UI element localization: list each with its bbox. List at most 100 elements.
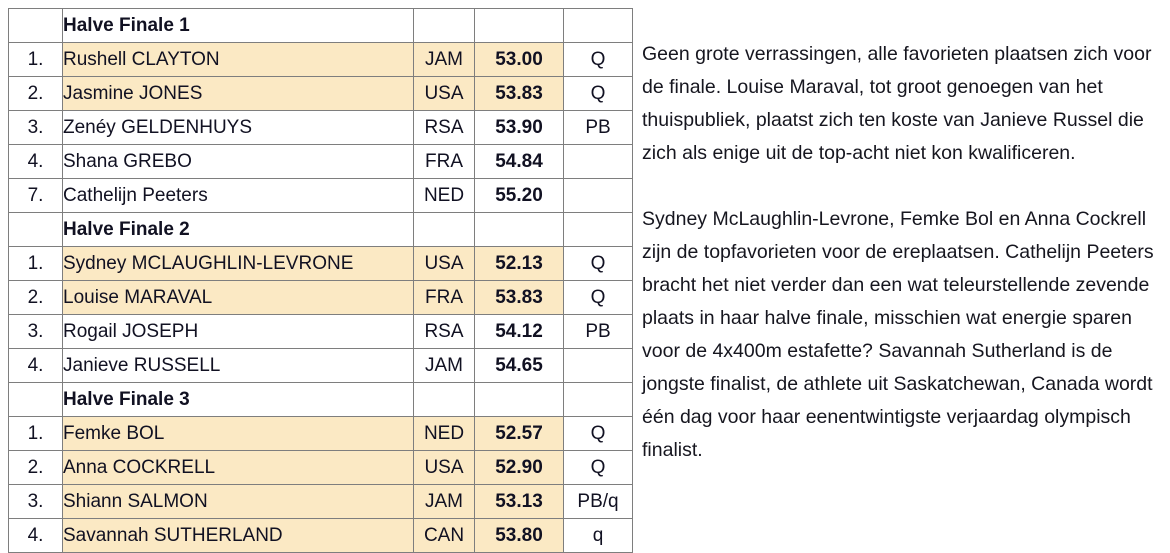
section-title: Halve Finale 1: [62, 8, 414, 43]
section-time-spacer: [474, 8, 564, 43]
nation-cell: RSA: [413, 110, 475, 145]
nation-cell: NED: [413, 416, 475, 451]
athlete-cell: Savannah SUTHERLAND: [62, 518, 414, 553]
rank-cell: 3.: [8, 484, 63, 519]
athlete-cell: Zenéy GELDENHUYS: [62, 110, 414, 145]
commentary-paragraph: Sydney McLaughlin-Levrone, Femke Bol en …: [642, 208, 1154, 461]
section-note-spacer: [563, 8, 633, 43]
commentary-panel: Geen grote verrassingen, alle favorieten…: [642, 38, 1162, 467]
athlete-cell: Cathelijn Peeters: [62, 178, 414, 213]
time-cell: 54.84: [474, 144, 564, 179]
nation-cell: USA: [413, 450, 475, 485]
table-row: 1. Sydney MCLAUGHLIN-LEVRONE USA 52.13 Q: [8, 246, 633, 281]
rank-cell: 4.: [8, 144, 63, 179]
rank-cell: 4.: [8, 518, 63, 553]
nation-cell: CAN: [413, 518, 475, 553]
note-cell: [563, 144, 633, 179]
rank-cell: 3.: [8, 110, 63, 145]
rank-cell: 4.: [8, 348, 63, 383]
athlete-cell: Rushell CLAYTON: [62, 42, 414, 77]
rank-cell: 1.: [8, 416, 63, 451]
athlete-cell: Sydney MCLAUGHLIN-LEVRONE: [62, 246, 414, 281]
table-row: 3. Rogail JOSEPH RSA 54.12 PB: [8, 314, 633, 349]
note-cell: Q: [563, 246, 633, 281]
table-row: 1. Femke BOL NED 52.57 Q: [8, 416, 633, 451]
nation-cell: USA: [413, 76, 475, 111]
time-cell: 54.12: [474, 314, 564, 349]
rank-cell: 3.: [8, 314, 63, 349]
section-rank-spacer: [8, 8, 63, 43]
table-row: 2. Louise MARAVAL FRA 53.83 Q: [8, 280, 633, 315]
time-cell: 53.80: [474, 518, 564, 553]
time-cell: 53.83: [474, 280, 564, 315]
note-cell: q: [563, 518, 633, 553]
table-row: 2. Anna COCKRELL USA 52.90 Q: [8, 450, 633, 485]
section-time-spacer: [474, 212, 564, 247]
athlete-cell: Jasmine JONES: [62, 76, 414, 111]
time-cell: 54.65: [474, 348, 564, 383]
rank-cell: 1.: [8, 246, 63, 281]
table-row: 3. Zenéy GELDENHUYS RSA 53.90 PB: [8, 110, 633, 145]
athlete-cell: Shiann SALMON: [62, 484, 414, 519]
rank-cell: 2.: [8, 76, 63, 111]
athlete-cell: Shana GREBO: [62, 144, 414, 179]
section-header-row: Halve Finale 1: [8, 8, 633, 43]
table-body: Halve Finale 1 1. Rushell CLAYTON JAM 53.00 Q…: [8, 8, 633, 553]
section-time-spacer: [474, 382, 564, 417]
time-cell: 52.57: [474, 416, 564, 451]
time-cell: 52.13: [474, 246, 564, 281]
table-row: 4. Shana GREBO FRA 54.84: [8, 144, 633, 179]
section-rank-spacer: [8, 212, 63, 247]
note-cell: PB: [563, 314, 633, 349]
nation-cell: JAM: [413, 484, 475, 519]
table-row: 1. Rushell CLAYTON JAM 53.00 Q: [8, 42, 633, 77]
rank-cell: 1.: [8, 42, 63, 77]
section-note-spacer: [563, 212, 633, 247]
note-cell: [563, 348, 633, 383]
note-cell: Q: [563, 42, 633, 77]
note-cell: Q: [563, 76, 633, 111]
section-header-row: Halve Finale 2: [8, 212, 633, 247]
section-nat-spacer: [413, 212, 475, 247]
table-row: 4. Savannah SUTHERLAND CAN 53.80 q: [8, 518, 633, 553]
commentary-paragraph: Geen grote verrassingen, alle favorieten…: [642, 43, 1152, 164]
nation-cell: FRA: [413, 144, 475, 179]
rank-cell: 7.: [8, 178, 63, 213]
table-row: 3. Shiann SALMON JAM 53.13 PB/q: [8, 484, 633, 519]
nation-cell: JAM: [413, 42, 475, 77]
time-cell: 53.13: [474, 484, 564, 519]
athlete-cell: Louise MARAVAL: [62, 280, 414, 315]
time-cell: 53.00: [474, 42, 564, 77]
section-nat-spacer: [413, 382, 475, 417]
nation-cell: JAM: [413, 348, 475, 383]
section-rank-spacer: [8, 382, 63, 417]
table-row: 2. Jasmine JONES USA 53.83 Q: [8, 76, 633, 111]
nation-cell: RSA: [413, 314, 475, 349]
note-cell: Q: [563, 416, 633, 451]
note-cell: Q: [563, 450, 633, 485]
nation-cell: FRA: [413, 280, 475, 315]
nation-cell: USA: [413, 246, 475, 281]
nation-cell: NED: [413, 178, 475, 213]
athlete-cell: Anna COCKRELL: [62, 450, 414, 485]
section-title: Halve Finale 3: [62, 382, 414, 417]
time-cell: 55.20: [474, 178, 564, 213]
athlete-cell: Janieve RUSSELL: [62, 348, 414, 383]
section-note-spacer: [563, 382, 633, 417]
time-cell: 52.90: [474, 450, 564, 485]
rank-cell: 2.: [8, 280, 63, 315]
athlete-cell: Femke BOL: [62, 416, 414, 451]
table-row: 7. Cathelijn Peeters NED 55.20: [8, 178, 633, 213]
time-cell: 53.90: [474, 110, 564, 145]
note-cell: Q: [563, 280, 633, 315]
section-nat-spacer: [413, 8, 475, 43]
semifinal-results-table: Halve Finale 1 1. Rushell CLAYTON JAM 53.00 Q…: [8, 8, 633, 553]
time-cell: 53.83: [474, 76, 564, 111]
note-cell: PB: [563, 110, 633, 145]
section-header-row: Halve Finale 3: [8, 382, 633, 417]
note-cell: PB/q: [563, 484, 633, 519]
section-title: Halve Finale 2: [62, 212, 414, 247]
rank-cell: 2.: [8, 450, 63, 485]
table-row: 4. Janieve RUSSELL JAM 54.65: [8, 348, 633, 383]
